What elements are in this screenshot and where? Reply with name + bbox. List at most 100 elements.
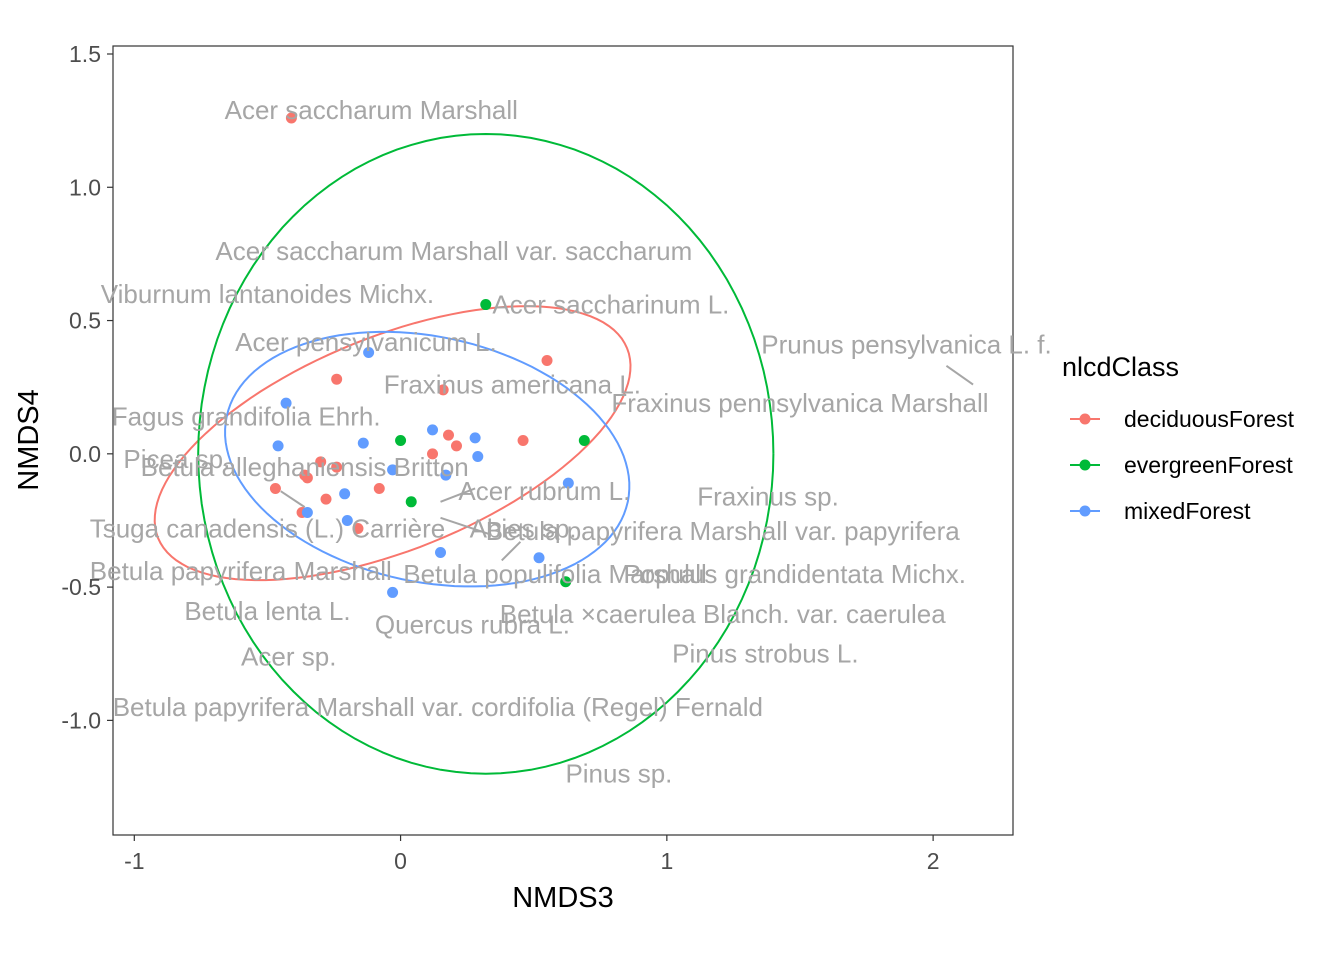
point-deciduousforest <box>301 472 313 484</box>
species-label: Tsuga canadensis (L.) Carrière <box>90 513 446 543</box>
species-label: Pinus sp. <box>565 759 672 789</box>
species-label: Fraxinus sp. <box>697 481 839 511</box>
legend: nlcdClass deciduousForest evergreenForest… <box>1062 352 1295 524</box>
point-mixedforest <box>533 552 545 564</box>
y-tick-label: 0.0 <box>69 441 101 467</box>
y-axis-title: NMDS4 <box>13 389 45 491</box>
species-label: Quercus rubra L. <box>375 609 570 639</box>
leader-line <box>440 516 489 535</box>
species-label: Fagus grandifolia Ehrh. <box>112 402 381 432</box>
point-mixedforest <box>357 437 369 449</box>
legend-item-evergreenforest: evergreenForest <box>1070 452 1293 478</box>
x-axis-title: NMDS3 <box>512 882 614 914</box>
point-deciduousforest <box>269 482 281 494</box>
legend-key-point <box>1079 459 1091 471</box>
point-deciduousforest <box>315 456 327 468</box>
ellipse-layer <box>153 132 775 775</box>
x-tick-label: 0 <box>394 848 407 874</box>
leader-line-layer <box>280 365 974 562</box>
point-mixedforest <box>440 469 452 481</box>
y-tick-label: -0.5 <box>61 574 101 600</box>
species-label: Fraxinus pennsylvanica Marshall <box>611 388 988 418</box>
x-tick-label: 2 <box>927 848 940 874</box>
point-mixedforest <box>301 506 313 518</box>
species-label: Betula papyrifera Marshall var. cordifol… <box>113 692 763 722</box>
point-evergreenforest <box>405 496 417 508</box>
legend-label: evergreenForest <box>1124 452 1293 478</box>
species-label: Prunus pensylvanica L. f. <box>761 330 1052 360</box>
point-mixedforest <box>280 397 292 409</box>
leader-line <box>280 490 306 508</box>
legend-title: nlcdClass <box>1062 352 1179 382</box>
y-tick-label: 1.5 <box>69 41 101 67</box>
species-label: Betula alleghaniensis Britton <box>141 452 469 482</box>
point-deciduousforest <box>331 373 343 385</box>
species-label: Populus grandidentata Michx. <box>623 559 966 589</box>
point-deciduousforest <box>427 448 439 460</box>
point-evergreenforest <box>480 299 492 311</box>
point-mixedforest <box>341 514 353 526</box>
point-evergreenforest <box>560 576 572 588</box>
ellipse-deciduousforest <box>153 305 632 582</box>
y-tick-label: 1.0 <box>69 174 101 200</box>
species-label: Betula papyrifera Marshall <box>90 556 392 586</box>
species-label: Betula papyrifera Marshall var. papyrife… <box>486 516 961 546</box>
x-tick-label: -1 <box>124 848 144 874</box>
y-tick-label: 0.5 <box>69 308 101 334</box>
ellipse-evergreenforest <box>197 132 775 775</box>
point-deciduousforest <box>373 482 385 494</box>
leader-line <box>501 541 522 562</box>
point-mixedforest <box>387 586 399 598</box>
point-deciduousforest <box>450 440 462 452</box>
point-mixedforest <box>339 488 351 500</box>
species-label: Acer saccharinum L. <box>492 290 729 320</box>
species-label: Acer pensylvanicum L. <box>235 327 497 357</box>
species-label-layer: Acer saccharum Marshall Acer saccharum Ma… <box>90 95 1052 789</box>
point-deciduousforest <box>437 384 449 396</box>
leader-line <box>440 487 476 503</box>
point-mixedforest <box>363 347 375 359</box>
legend-key-point <box>1079 505 1091 517</box>
point-evergreenforest <box>395 435 407 446</box>
point-deciduousforest <box>443 429 455 441</box>
species-label: Viburnum lantanoides Michx. <box>101 279 434 309</box>
ellipse-mixedforest <box>224 330 631 588</box>
point-mixedforest <box>472 450 484 462</box>
point-deciduousforest <box>541 355 553 367</box>
x-axis: -1 0 1 2 <box>124 835 940 874</box>
point-mixedforest <box>272 440 284 452</box>
species-label: Pinus strobus L. <box>672 639 858 669</box>
species-label: Acer rubrum L. <box>458 476 630 506</box>
point-mixedforest <box>387 464 399 476</box>
species-label: Betula populifolia Marshall <box>403 559 707 589</box>
point-evergreenforest <box>578 435 590 446</box>
point-mixedforest <box>469 432 481 444</box>
species-label: Acer saccharum Marshall <box>225 95 518 125</box>
species-label: Fraxinus americana L. <box>384 370 641 400</box>
point-layer <box>269 112 590 598</box>
point-deciduousforest <box>320 493 332 505</box>
point-deciduousforest <box>517 435 529 446</box>
plot-panel <box>112 45 1014 836</box>
y-axis: -1.0 -0.5 0.0 0.5 1.0 1.5 <box>61 41 113 733</box>
x-tick-label: 1 <box>660 848 673 874</box>
point-deciduousforest <box>331 461 343 473</box>
point-deciduousforest <box>352 522 364 534</box>
legend-item-deciduousforest: deciduousForest <box>1070 406 1295 432</box>
legend-key-point <box>1079 413 1091 425</box>
point-mixedforest <box>427 424 439 436</box>
point-mixedforest <box>435 546 447 558</box>
legend-label: mixedForest <box>1124 498 1251 524</box>
y-tick-label: -1.0 <box>61 707 101 733</box>
species-label: Picea sp. <box>123 444 230 474</box>
legend-label: deciduousForest <box>1124 406 1295 432</box>
point-mixedforest <box>562 477 574 489</box>
leader-line <box>945 365 974 386</box>
species-label: Acer saccharum Marshall var. saccharum <box>215 236 692 266</box>
legend-item-mixedforest: mixedForest <box>1070 498 1251 524</box>
species-label: Betula lenta L. <box>184 596 350 626</box>
point-deciduousforest <box>285 112 297 124</box>
species-label: Acer sp. <box>241 641 336 671</box>
species-label: Abies sp. <box>470 513 577 543</box>
